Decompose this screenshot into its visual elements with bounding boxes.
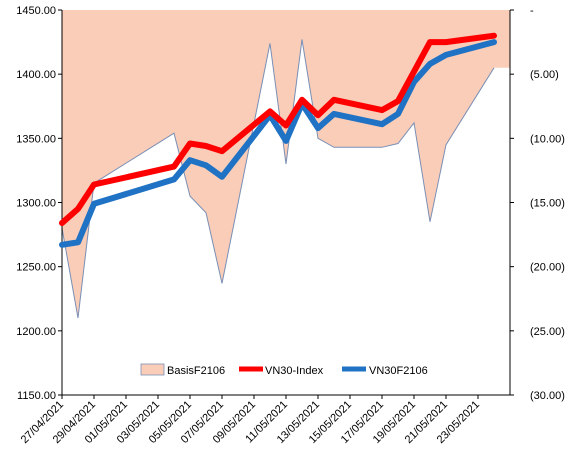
legend-label-basis: BasisF2106: [167, 365, 225, 377]
basis-area-outline: [61, 39, 495, 319]
primary-y-tick-label: 1150.00: [17, 390, 56, 402]
series-line-vn30-index: [59, 32, 497, 226]
basis-area-layer: [61, 10, 510, 319]
series-lines: [59, 32, 497, 248]
secondary-y-tick-label: (10.00): [530, 133, 565, 145]
primary-y-tick-label: 1400.00: [16, 69, 56, 81]
secondary-y-tick-labels: (30.00) (25.00) (20.00) (15.00) (10.00) (5.00…: [510, 5, 565, 402]
primary-y-tick-label: 1300.00: [16, 198, 56, 210]
secondary-y-tick-label: (25.00): [530, 326, 565, 338]
primary-y-tick-label: 1450.00: [16, 5, 56, 17]
primary-y-tick-label: 1250.00: [16, 262, 56, 274]
legend: BasisF2106 VN30-Index VN30F2106: [140, 363, 428, 377]
legend-swatch-basis: [140, 363, 165, 376]
secondary-y-tick-label: (15.00): [530, 198, 565, 210]
primary-y-tick-label: 1350.00: [16, 133, 56, 145]
secondary-y-tick-label: (5.00): [530, 69, 559, 81]
primary-y-tick-labels: 1150.00 1200.00 1250.00 1300.00 1350.00 1400.…: [16, 5, 62, 402]
secondary-y-tick-label: (30.00): [530, 390, 565, 402]
secondary-y-tick-label: -: [530, 5, 534, 17]
series-line-vn30f2106: [59, 39, 497, 248]
x-tick-labels: 27/04/202129/04/202101/05/202103/05/2021…: [19, 395, 482, 446]
legend-label-vn30f2106: VN30F2106: [369, 365, 428, 377]
primary-y-tick-label: 1200.00: [16, 326, 56, 338]
secondary-y-tick-label: (20.00): [530, 262, 565, 274]
legend-label-vn30-index: VN30-Index: [265, 365, 324, 377]
